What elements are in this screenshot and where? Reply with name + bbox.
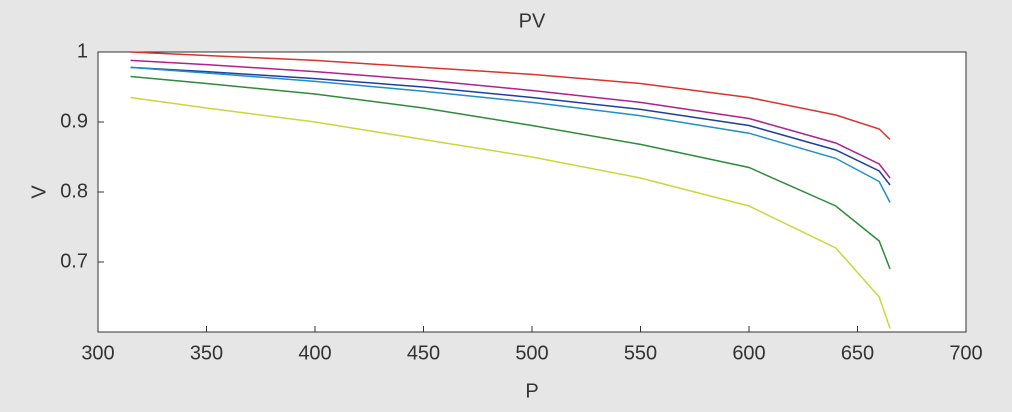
series-line bbox=[130, 66, 891, 186]
x-tick-label: 450 bbox=[407, 342, 440, 364]
chart-title: PV bbox=[519, 10, 546, 32]
x-tick-label: 300 bbox=[81, 342, 114, 364]
x-tick-label: 650 bbox=[841, 342, 874, 364]
series-line bbox=[130, 59, 891, 179]
x-tick-label: 350 bbox=[190, 342, 223, 364]
x-tick-label: 550 bbox=[624, 342, 657, 364]
x-tick-label: 500 bbox=[515, 342, 548, 364]
y-tick-label: 1 bbox=[77, 40, 88, 62]
series-line bbox=[130, 51, 891, 141]
y-tick-label: 0.7 bbox=[60, 250, 88, 272]
x-tick-label: 600 bbox=[732, 342, 765, 364]
y-tick-label: 0.8 bbox=[60, 180, 88, 202]
series-line bbox=[130, 66, 891, 203]
series-line bbox=[130, 96, 891, 329]
x-tick-label: 700 bbox=[949, 342, 982, 364]
y-tick-label: 0.9 bbox=[60, 110, 88, 132]
y-axis-label: V bbox=[28, 185, 50, 199]
x-tick-label: 400 bbox=[298, 342, 331, 364]
series-line bbox=[130, 75, 891, 270]
plot-area bbox=[97, 51, 967, 333]
x-axis-label: P bbox=[525, 380, 538, 402]
